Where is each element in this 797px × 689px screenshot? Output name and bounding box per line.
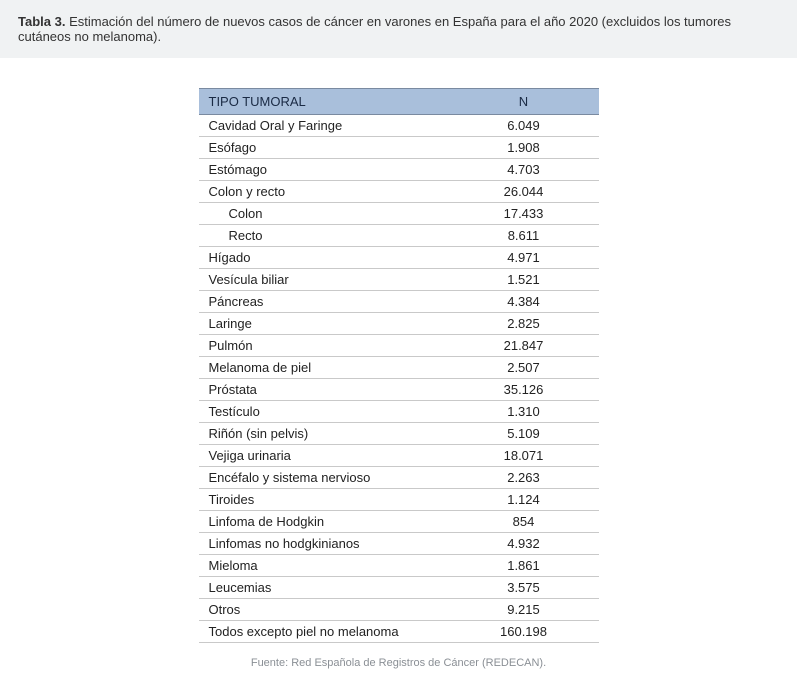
table-row: Colon y recto26.044 <box>199 181 599 203</box>
table-row: Linfoma de Hodgkin854 <box>199 511 599 533</box>
cell-n: 2.263 <box>449 467 599 489</box>
table-row: Leucemias3.575 <box>199 577 599 599</box>
cancer-cases-table: TIPO TUMORAL N Cavidad Oral y Faringe6.0… <box>199 88 599 643</box>
cell-n: 4.932 <box>449 533 599 555</box>
cell-n: 17.433 <box>449 203 599 225</box>
cell-type: Encéfalo y sistema nervioso <box>199 467 449 489</box>
cell-n: 1.908 <box>449 137 599 159</box>
caption-text: Estimación del número de nuevos casos de… <box>18 14 731 44</box>
cell-type: Colon <box>199 203 449 225</box>
table-row: Linfomas no hodgkinianos4.932 <box>199 533 599 555</box>
cell-n: 21.847 <box>449 335 599 357</box>
cell-type: Otros <box>199 599 449 621</box>
cell-type: Mieloma <box>199 555 449 577</box>
table-row: Próstata35.126 <box>199 379 599 401</box>
cell-n: 854 <box>449 511 599 533</box>
table-row: Laringe2.825 <box>199 313 599 335</box>
cell-type: Laringe <box>199 313 449 335</box>
table-row: Testículo1.310 <box>199 401 599 423</box>
cell-type: Recto <box>199 225 449 247</box>
cell-type: Testículo <box>199 401 449 423</box>
table-container: TIPO TUMORAL N Cavidad Oral y Faringe6.0… <box>0 58 797 651</box>
cell-type: Melanoma de piel <box>199 357 449 379</box>
cell-type: Linfomas no hodgkinianos <box>199 533 449 555</box>
cell-n: 26.044 <box>449 181 599 203</box>
header-n: N <box>449 89 599 115</box>
table-row: Esófago1.908 <box>199 137 599 159</box>
caption-label: Tabla 3. <box>18 14 65 29</box>
cell-n: 2.507 <box>449 357 599 379</box>
table-header-row: TIPO TUMORAL N <box>199 89 599 115</box>
cell-n: 4.971 <box>449 247 599 269</box>
cell-type: Hígado <box>199 247 449 269</box>
table-body: Cavidad Oral y Faringe6.049Esófago1.908E… <box>199 115 599 643</box>
cell-type: Pulmón <box>199 335 449 357</box>
cell-type: Linfoma de Hodgkin <box>199 511 449 533</box>
table-row: Hígado4.971 <box>199 247 599 269</box>
table-row: Vejiga urinaria18.071 <box>199 445 599 467</box>
table-row: Vesícula biliar1.521 <box>199 269 599 291</box>
table-row: Recto8.611 <box>199 225 599 247</box>
cell-n: 18.071 <box>449 445 599 467</box>
cell-n: 1.124 <box>449 489 599 511</box>
cell-type: Tiroides <box>199 489 449 511</box>
cell-type: Estómago <box>199 159 449 181</box>
cell-type: Riñón (sin pelvis) <box>199 423 449 445</box>
cell-n: 8.611 <box>449 225 599 247</box>
table-row: Otros9.215 <box>199 599 599 621</box>
cell-n: 3.575 <box>449 577 599 599</box>
table-row: Estómago4.703 <box>199 159 599 181</box>
table-caption: Tabla 3. Estimación del número de nuevos… <box>0 0 797 58</box>
header-type: TIPO TUMORAL <box>199 89 449 115</box>
cell-type: Vejiga urinaria <box>199 445 449 467</box>
cell-type: Cavidad Oral y Faringe <box>199 115 449 137</box>
table-row: Colon17.433 <box>199 203 599 225</box>
table-row: Pulmón21.847 <box>199 335 599 357</box>
table-row: Páncreas4.384 <box>199 291 599 313</box>
cell-n: 35.126 <box>449 379 599 401</box>
cell-n: 160.198 <box>449 621 599 643</box>
table-row: Melanoma de piel2.507 <box>199 357 599 379</box>
cell-type: Colon y recto <box>199 181 449 203</box>
table-row: Encéfalo y sistema nervioso2.263 <box>199 467 599 489</box>
cell-n: 1.521 <box>449 269 599 291</box>
table-row: Riñón (sin pelvis)5.109 <box>199 423 599 445</box>
cell-n: 6.049 <box>449 115 599 137</box>
cell-n: 2.825 <box>449 313 599 335</box>
cell-n: 4.384 <box>449 291 599 313</box>
table-row: Cavidad Oral y Faringe6.049 <box>199 115 599 137</box>
cell-type: Leucemias <box>199 577 449 599</box>
cell-type: Páncreas <box>199 291 449 313</box>
cell-n: 1.861 <box>449 555 599 577</box>
cell-type: Todos excepto piel no melanoma <box>199 621 449 643</box>
cell-n: 4.703 <box>449 159 599 181</box>
table-row: Todos excepto piel no melanoma160.198 <box>199 621 599 643</box>
table-row: Mieloma1.861 <box>199 555 599 577</box>
cell-type: Próstata <box>199 379 449 401</box>
table-row: Tiroides1.124 <box>199 489 599 511</box>
cell-n: 9.215 <box>449 599 599 621</box>
cell-n: 1.310 <box>449 401 599 423</box>
cell-type: Vesícula biliar <box>199 269 449 291</box>
cell-n: 5.109 <box>449 423 599 445</box>
source-note: Fuente: Red Española de Registros de Cán… <box>0 651 797 689</box>
cell-type: Esófago <box>199 137 449 159</box>
